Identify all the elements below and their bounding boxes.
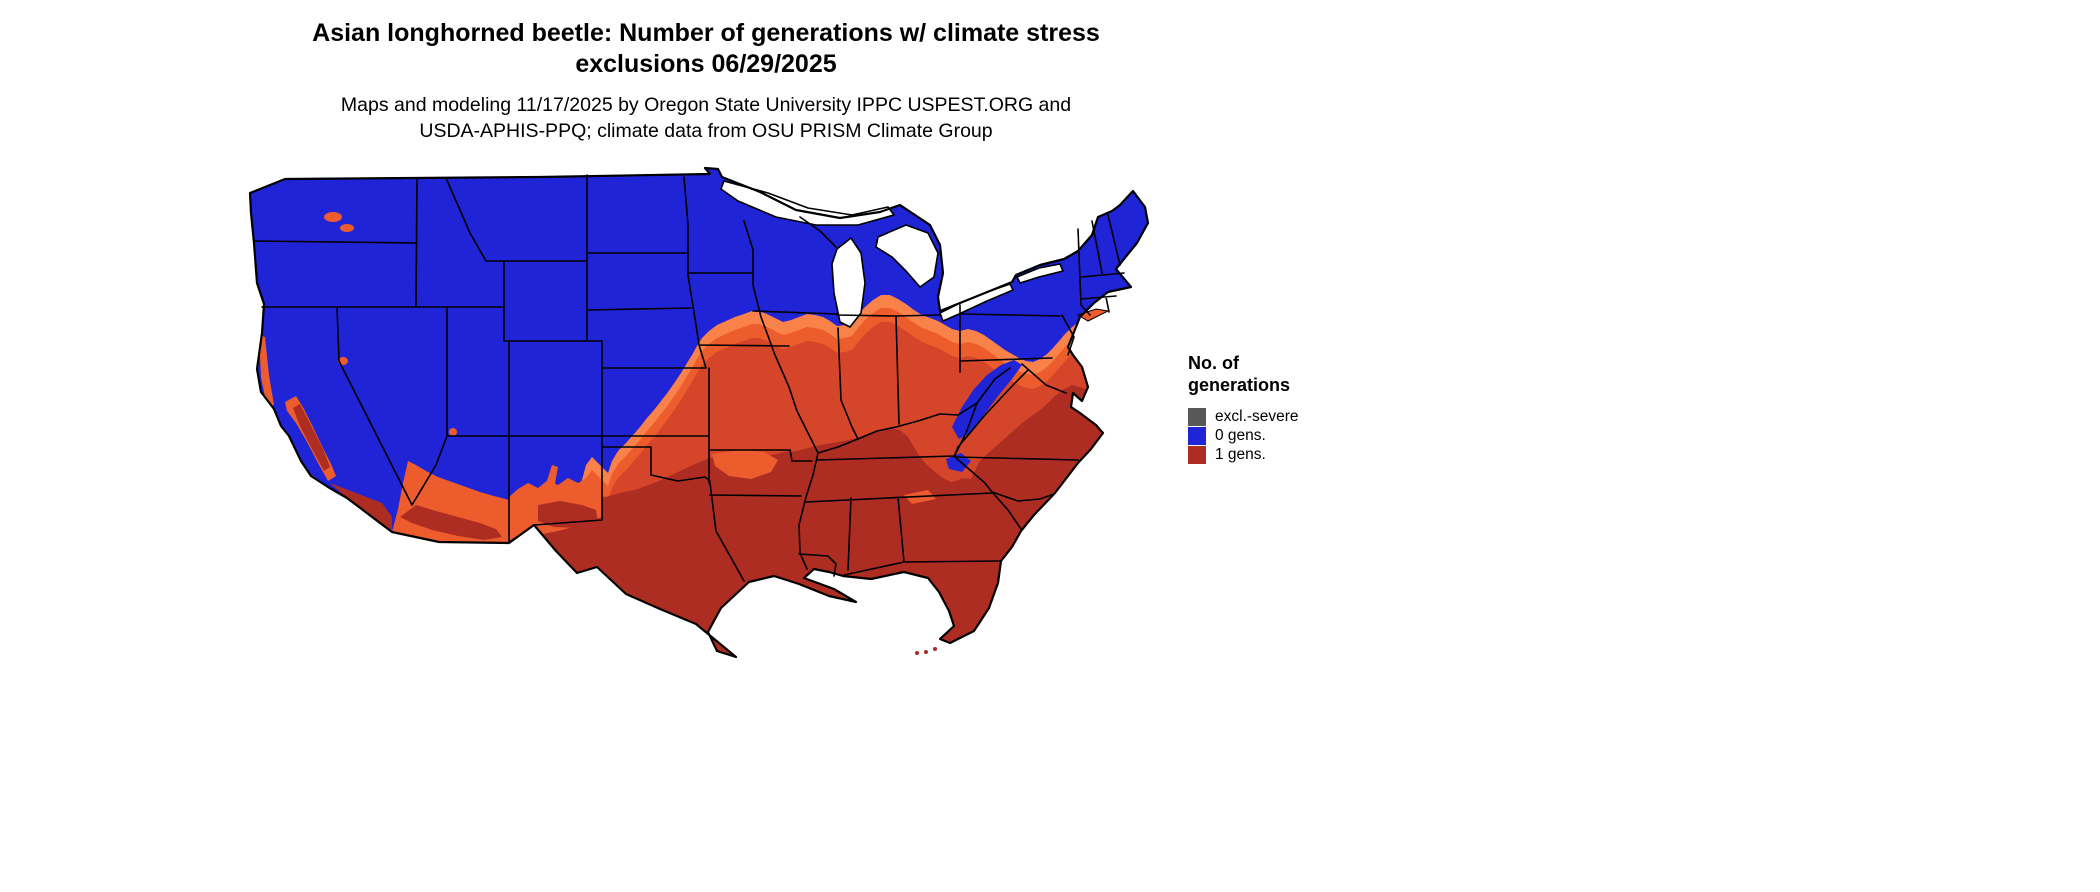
great-lakes [720,180,1064,328]
chart-title: Asian longhorned beetle: Number of gener… [0,18,1412,80]
legend-item: 1 gens. [1188,445,1388,464]
legend-title-line2: generations [1188,375,1291,395]
lake-superior [720,180,895,226]
color-swatch-excluded [1188,407,1206,426]
legend-title-line1: No. of [1188,353,1239,373]
lake-ontario [1016,263,1064,284]
chart-subtitle-line2: USDA-APHIS-PPQ; climate data from OSU PR… [419,120,993,142]
legend-items: excl.-severe 0 gens. 1 gens. [1188,407,1388,464]
state-borders [253,174,1125,582]
legend-label-zero-gens: 0 gens. [1215,426,1266,444]
us-map [248,166,1150,659]
legend-label-one-gen: 1 gens. [1215,445,1266,463]
chart-subtitle-line1: Maps and modeling 11/17/2025 by Oregon S… [340,94,1072,116]
chart-subtitle: Maps and modeling 11/17/2025 by Oregon S… [0,92,1412,144]
color-swatch-one-gen [1188,445,1206,464]
legend: No. of generations excl.-severe 0 gens. … [1188,352,1388,464]
us-map-container [240,165,1160,665]
lake-huron [875,224,939,288]
legend-item: 0 gens. [1188,426,1388,445]
color-swatch-zero-gens [1188,426,1206,445]
map-eastern-patches [712,360,1022,504]
chart-title-line2: exclusions 06/29/2025 [575,50,837,78]
legend-label-excluded: excl.-severe [1215,407,1299,425]
lake-michigan [831,237,866,328]
florida-keys [915,647,937,655]
legend-item: excl.-severe [1188,407,1388,426]
chart-title-line1: Asian longhorned beetle: Number of gener… [312,19,1100,47]
